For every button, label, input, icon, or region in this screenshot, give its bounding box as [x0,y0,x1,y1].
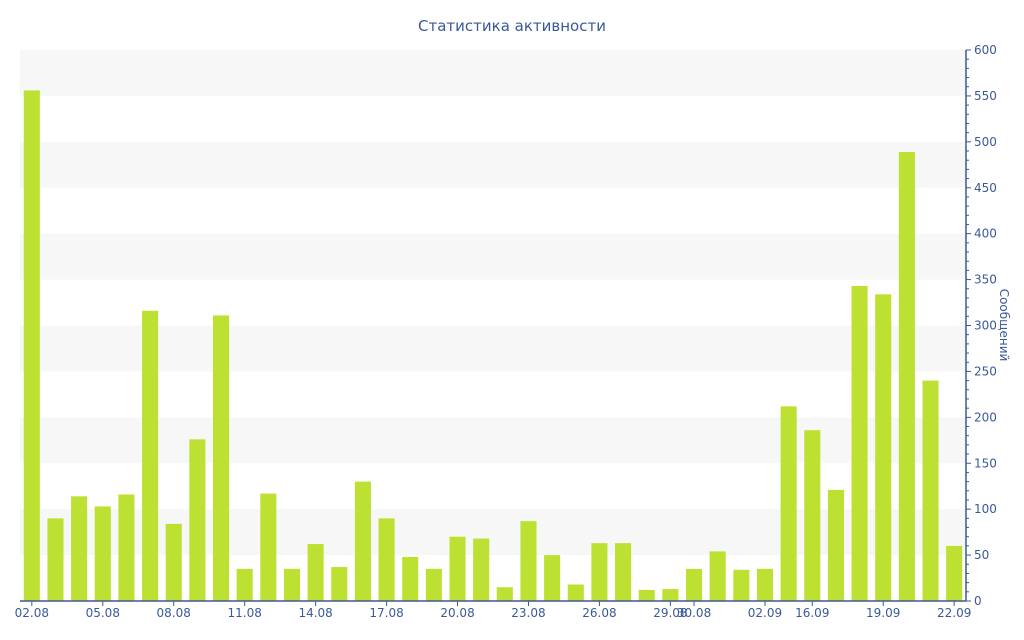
bar [544,555,561,601]
grid-band [20,50,966,96]
bar [402,556,419,601]
y-tick-label: 200 [974,410,997,424]
x-tick-label: 29.08 [653,606,687,620]
bar [922,380,939,601]
bar [142,310,159,601]
bar [591,543,608,601]
grid-band [20,233,966,280]
x-tick-label: 02.08 [15,606,49,620]
bar [307,544,324,601]
x-tick-label: 19.09 [866,606,900,620]
bar [47,518,64,601]
bar [733,569,750,601]
x-tick-label: 16.09 [795,606,829,620]
bar [827,489,844,601]
bar [283,568,301,601]
bar [118,494,135,601]
bar [94,506,111,601]
chart-title: Статистика активности [418,17,606,35]
bar [23,90,40,601]
grid-band [20,325,966,372]
bar [473,538,490,601]
x-tick-label: 05.08 [86,606,120,620]
bar [662,589,679,601]
x-tick-label: 26.08 [582,606,616,620]
bar [496,587,513,601]
bar [756,568,774,601]
grid-band [20,141,966,188]
y-tick-label: 400 [974,227,997,241]
y-tick-label: 0 [974,594,982,608]
x-axis: 02.08 05.08 08.08 11.08 14.08 17.08 20.08 23.08… [15,600,971,620]
y-tick-label: 150 [974,456,997,470]
bar [331,567,348,601]
y-tick-label: 100 [974,502,997,516]
y-axis: 0 50 100 150 200 250 300 350 400 450 500 550 600 [965,43,997,608]
bars-group [23,90,963,601]
bar [804,430,821,601]
y-tick-label: 350 [974,273,997,287]
bar [189,439,206,601]
bar [851,286,868,601]
y-tick-label: 500 [974,135,997,149]
x-tick-label: 11.08 [227,606,261,620]
x-tick-label: 20.08 [440,606,474,620]
bar [946,545,963,601]
bar [378,518,395,601]
x-tick-label: 02.09 [748,606,782,620]
bar [449,536,466,601]
y-axis-title: Сообщений [997,289,1011,362]
x-tick-label: 30.08 [677,606,711,620]
bar [898,151,915,601]
bar [260,493,277,601]
bar [425,568,442,601]
y-tick-label: 50 [974,548,989,562]
bar [71,496,88,601]
bar [520,521,537,601]
x-tick-label: 08.08 [157,606,191,620]
bar [780,406,797,601]
x-tick-label: 23.08 [511,606,545,620]
y-tick-label: 300 [974,319,997,333]
grid-band [20,509,966,556]
y-tick-label: 450 [974,181,997,195]
bar [875,294,892,601]
grid-band [20,417,966,464]
x-tick-label: 22.09 [937,606,971,620]
bar [615,543,632,601]
bar [709,551,726,601]
x-tick-label: 17.08 [369,606,403,620]
bar [567,584,584,601]
x-tick-label: 14.08 [298,606,332,620]
bar [638,589,655,601]
grid-bands [20,50,966,556]
y-tick-label: 250 [974,364,997,378]
bar [354,481,371,601]
bar [685,568,703,601]
y-tick-label: 600 [974,43,997,57]
bar [236,568,253,601]
bar [212,315,230,601]
y-tick-label: 550 [974,89,997,103]
bar [165,523,182,601]
